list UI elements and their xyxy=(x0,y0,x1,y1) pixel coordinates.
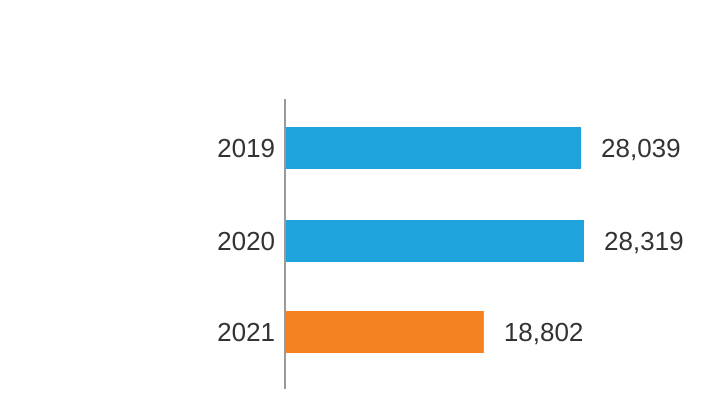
bar-2019 xyxy=(286,127,582,169)
labels-group: 2019 28,039 2020 28,319 2021 18,802 xyxy=(217,133,683,347)
value-label-2020: 28,319 xyxy=(604,226,684,256)
value-label-2021: 18,802 xyxy=(504,317,584,347)
value-label-2019: 28,039 xyxy=(601,133,681,163)
category-label-2021: 2021 xyxy=(217,317,275,347)
category-label-2019: 2019 xyxy=(217,133,275,163)
bar-2020 xyxy=(286,220,584,262)
bar-2021 xyxy=(286,311,484,353)
bars-group xyxy=(286,127,584,353)
category-label-2020: 2020 xyxy=(217,226,275,256)
